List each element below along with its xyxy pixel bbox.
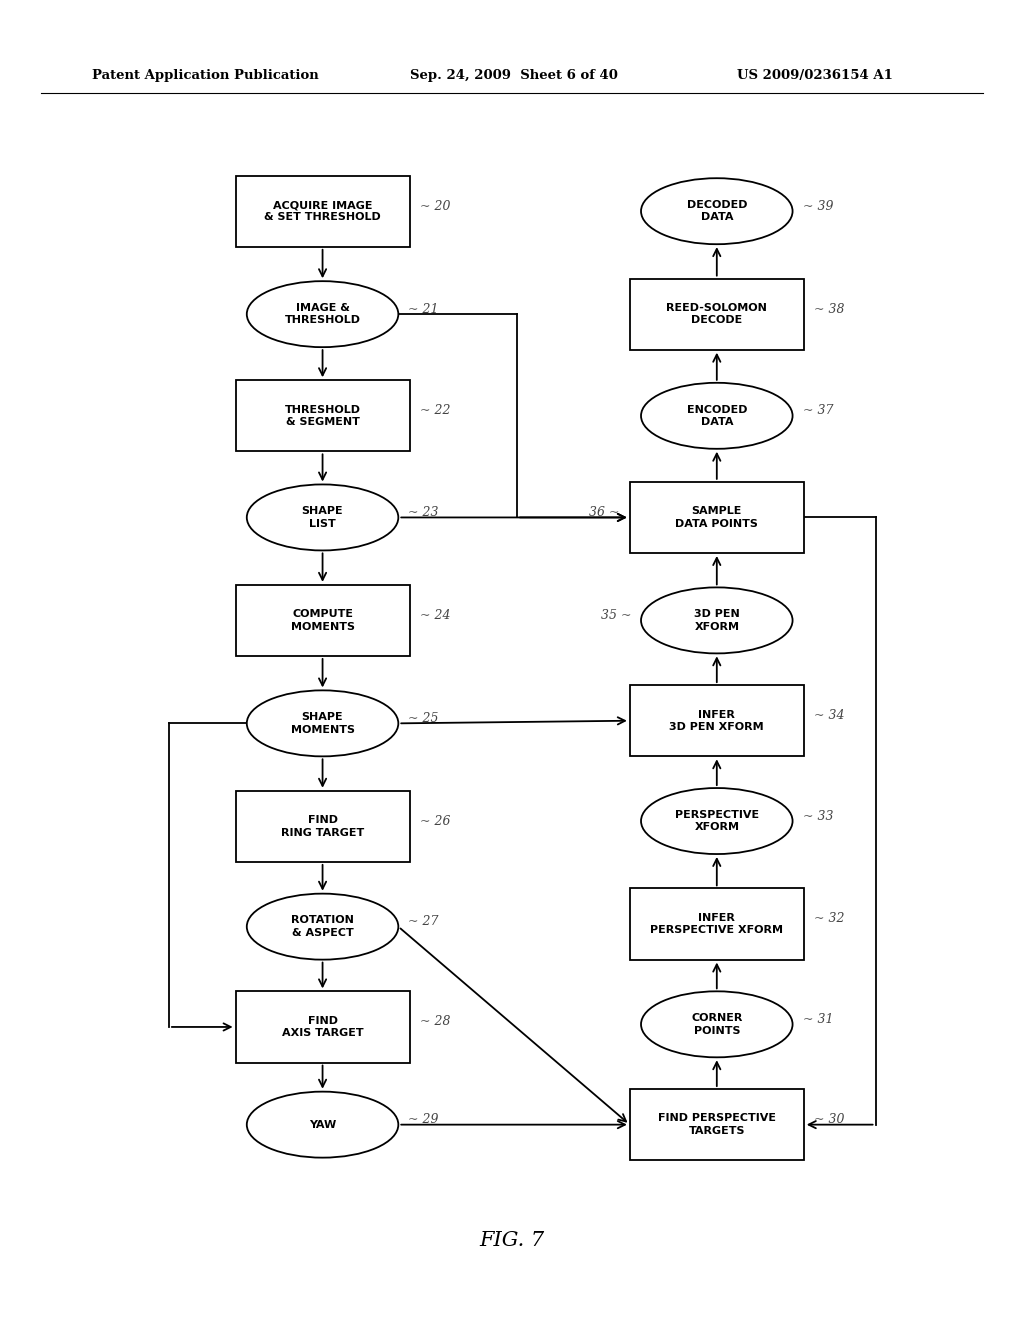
FancyBboxPatch shape — [630, 685, 804, 756]
Text: 36 ~: 36 ~ — [589, 506, 620, 519]
Text: Patent Application Publication: Patent Application Publication — [92, 69, 318, 82]
FancyBboxPatch shape — [630, 1089, 804, 1160]
Text: ENCODED
DATA: ENCODED DATA — [686, 405, 748, 426]
Ellipse shape — [247, 281, 398, 347]
Text: ~ 25: ~ 25 — [409, 711, 439, 725]
Text: DECODED
DATA: DECODED DATA — [686, 201, 748, 222]
Text: ~ 28: ~ 28 — [420, 1015, 451, 1028]
Ellipse shape — [247, 690, 398, 756]
Text: FIG. 7: FIG. 7 — [479, 1232, 545, 1250]
Text: ~ 20: ~ 20 — [420, 199, 451, 213]
Ellipse shape — [641, 587, 793, 653]
Text: SAMPLE
DATA POINTS: SAMPLE DATA POINTS — [676, 507, 758, 528]
Text: ~ 34: ~ 34 — [814, 709, 845, 722]
FancyBboxPatch shape — [236, 791, 410, 862]
FancyBboxPatch shape — [236, 991, 410, 1063]
Text: ~ 38: ~ 38 — [814, 302, 845, 315]
Text: ~ 33: ~ 33 — [803, 809, 834, 822]
Text: THRESHOLD
& SEGMENT: THRESHOLD & SEGMENT — [285, 405, 360, 426]
Text: INFER
PERSPECTIVE XFORM: INFER PERSPECTIVE XFORM — [650, 913, 783, 935]
Text: CORNER
POINTS: CORNER POINTS — [691, 1014, 742, 1035]
Text: SHAPE
LIST: SHAPE LIST — [302, 507, 343, 528]
FancyBboxPatch shape — [630, 279, 804, 350]
Text: FIND
AXIS TARGET: FIND AXIS TARGET — [282, 1016, 364, 1038]
Text: ~ 26: ~ 26 — [420, 814, 451, 828]
Text: ~ 22: ~ 22 — [420, 404, 451, 417]
Text: ACQUIRE IMAGE
& SET THRESHOLD: ACQUIRE IMAGE & SET THRESHOLD — [264, 201, 381, 222]
Text: ~ 21: ~ 21 — [409, 302, 439, 315]
Text: ~ 27: ~ 27 — [409, 915, 439, 928]
Text: FIND PERSPECTIVE
TARGETS: FIND PERSPECTIVE TARGETS — [657, 1114, 776, 1135]
Ellipse shape — [247, 1092, 398, 1158]
Ellipse shape — [641, 788, 793, 854]
Text: ~ 32: ~ 32 — [814, 912, 845, 925]
Ellipse shape — [641, 178, 793, 244]
FancyBboxPatch shape — [236, 380, 410, 451]
Text: 3D PEN
XFORM: 3D PEN XFORM — [694, 610, 739, 631]
Text: ~ 39: ~ 39 — [803, 199, 834, 213]
Ellipse shape — [247, 484, 398, 550]
Text: REED-SOLOMON
DECODE: REED-SOLOMON DECODE — [667, 304, 767, 325]
FancyBboxPatch shape — [236, 585, 410, 656]
Text: SHAPE
MOMENTS: SHAPE MOMENTS — [291, 713, 354, 734]
Text: ~ 29: ~ 29 — [409, 1113, 439, 1126]
Text: ~ 30: ~ 30 — [814, 1113, 845, 1126]
Text: PERSPECTIVE
XFORM: PERSPECTIVE XFORM — [675, 810, 759, 832]
Text: ~ 23: ~ 23 — [409, 506, 439, 519]
FancyBboxPatch shape — [630, 482, 804, 553]
Ellipse shape — [641, 383, 793, 449]
FancyBboxPatch shape — [236, 176, 410, 247]
Text: 35 ~: 35 ~ — [600, 609, 631, 622]
Text: FIND
RING TARGET: FIND RING TARGET — [281, 816, 365, 837]
Text: ~ 24: ~ 24 — [420, 609, 451, 622]
Ellipse shape — [641, 991, 793, 1057]
Text: ~ 31: ~ 31 — [803, 1012, 834, 1026]
Text: US 2009/0236154 A1: US 2009/0236154 A1 — [737, 69, 893, 82]
FancyBboxPatch shape — [630, 888, 804, 960]
Text: ~ 37: ~ 37 — [803, 404, 834, 417]
Ellipse shape — [247, 894, 398, 960]
Text: ROTATION
& ASPECT: ROTATION & ASPECT — [291, 916, 354, 937]
Text: IMAGE &
THRESHOLD: IMAGE & THRESHOLD — [285, 304, 360, 325]
Text: COMPUTE
MOMENTS: COMPUTE MOMENTS — [291, 610, 354, 631]
Text: Sep. 24, 2009  Sheet 6 of 40: Sep. 24, 2009 Sheet 6 of 40 — [410, 69, 617, 82]
Text: INFER
3D PEN XFORM: INFER 3D PEN XFORM — [670, 710, 764, 731]
Text: YAW: YAW — [309, 1119, 336, 1130]
